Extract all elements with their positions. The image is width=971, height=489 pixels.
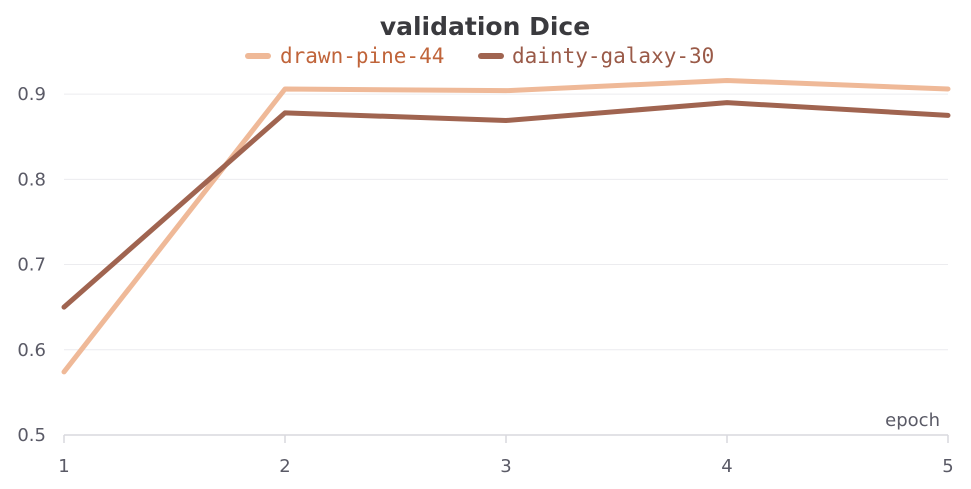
x-tick-label: 4 (721, 456, 732, 477)
y-tick-label: 0.9 (17, 84, 46, 105)
y-tick-label: 0.6 (17, 340, 46, 361)
legend-item: dainty-galaxy-30 (478, 44, 714, 68)
grid (64, 93, 948, 351)
y-tick-label: 0.5 (17, 425, 46, 446)
x-tick-label: 3 (500, 456, 511, 477)
series-layer (61, 77, 951, 375)
y-tick-label: 0.8 (17, 169, 46, 190)
y-tick-label: 0.7 (17, 255, 46, 276)
legend-label: drawn-pine-44 (280, 44, 444, 68)
legend: drawn-pine-44 dainty-galaxy-30 (245, 44, 714, 68)
x-tick-label: 5 (942, 456, 953, 477)
legend-label: dainty-galaxy-30 (512, 44, 714, 68)
series-line-dainty-galaxy-30 (61, 100, 951, 310)
legend-item: drawn-pine-44 (245, 44, 444, 68)
chart-title: validation Dice (380, 12, 590, 41)
x-tick-label: 1 (58, 456, 69, 477)
x-tick-label: 2 (279, 456, 290, 477)
series-line-drawn-pine-44 (61, 77, 951, 375)
x-axis-label: epoch (885, 410, 940, 431)
axes: 0.5 0.6 0.7 0.8 0.9 1 2 3 4 5 (17, 84, 953, 477)
